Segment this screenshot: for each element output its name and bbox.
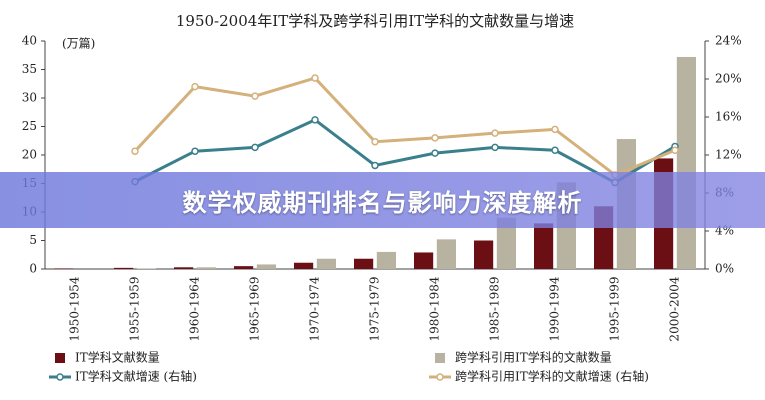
bar: [114, 267, 134, 269]
line-point: [491, 129, 499, 137]
y-tick-label: 5: [29, 233, 37, 247]
legend-label: 跨学科引用IT学科的文献数量: [455, 350, 612, 365]
line-point: [551, 146, 559, 154]
line-point: [431, 149, 439, 157]
bar: [414, 252, 434, 269]
bar: [474, 240, 494, 269]
line-point: [371, 137, 379, 146]
line-point: [311, 74, 319, 82]
x-tick-label: 1995-1999: [608, 276, 622, 341]
line-point: [491, 143, 499, 152]
y-tick-label: 30: [22, 91, 37, 105]
line-point: [431, 134, 439, 142]
x-tick-label: 1990-1994: [548, 276, 562, 341]
line-point: [191, 147, 199, 155]
bar: [534, 223, 554, 269]
y-tick-label: 35: [22, 62, 37, 76]
legend-swatch: [56, 373, 64, 381]
banner-title: 数学权威期刊排名与影响力深度解析: [182, 188, 583, 217]
line-point: [311, 116, 319, 124]
x-tick-label: 1955-1959: [128, 276, 142, 341]
y2-tick-label: 24%: [715, 34, 742, 48]
x-tick-label: 1975-1979: [368, 276, 382, 341]
y2-tick-label: 12%: [715, 148, 742, 162]
bar: [174, 267, 194, 269]
line-point: [191, 82, 199, 91]
line-point: [371, 161, 379, 170]
x-tick-label: 1960-1964: [188, 276, 202, 341]
line-point: [251, 143, 259, 152]
bar: [436, 239, 456, 269]
x-tick-label: 1980-1984: [428, 276, 442, 341]
x-tick-label: 1950-1954: [68, 276, 82, 341]
legend-label: IT学科文献增速 (右轴): [75, 369, 197, 384]
legend-swatch: [55, 353, 65, 363]
bar: [136, 268, 156, 269]
bar: [496, 217, 516, 269]
y2-tick-label: 16%: [715, 110, 742, 124]
line-point: [131, 147, 139, 155]
legend-swatch: [435, 353, 445, 363]
bar: [676, 56, 696, 270]
x-tick-label: 1985-1989: [488, 276, 502, 341]
bar: [196, 267, 216, 269]
chart-title: 1950-2004年IT学科及跨学科引用IT学科的文献数量与增速: [176, 12, 574, 30]
banner: 数学权威期刊排名与影响力深度解析: [0, 172, 765, 228]
bar: [234, 266, 254, 269]
bar: [54, 268, 74, 269]
line: [134, 118, 676, 185]
bar: [316, 258, 336, 269]
y2-tick-label: 20%: [715, 72, 742, 86]
y-axis-label: (万篇): [62, 36, 95, 51]
x-tick-label: 1965-1969: [248, 276, 262, 341]
legend-label: 跨学科引用IT学科的文献增速 (右轴): [455, 369, 649, 384]
y-tick-label: 20: [22, 148, 37, 162]
line: [133, 76, 676, 177]
y-tick-label: 40: [22, 34, 37, 48]
y2-tick-label: 0%: [715, 262, 734, 276]
x-tick-label: 1970-1974: [308, 276, 322, 341]
x-tick-label: 2000-2004: [668, 276, 682, 341]
legend-swatch: [436, 373, 444, 381]
legend-label: IT学科文献数量: [75, 350, 160, 365]
y-tick-label: 0: [29, 262, 37, 276]
y-tick-label: 25: [22, 119, 37, 133]
line-point: [671, 146, 679, 154]
bar: [294, 262, 314, 269]
bar: [256, 264, 276, 269]
line-point: [251, 92, 259, 100]
bar: [376, 251, 396, 269]
line-point: [551, 125, 559, 134]
bar: [354, 258, 374, 269]
